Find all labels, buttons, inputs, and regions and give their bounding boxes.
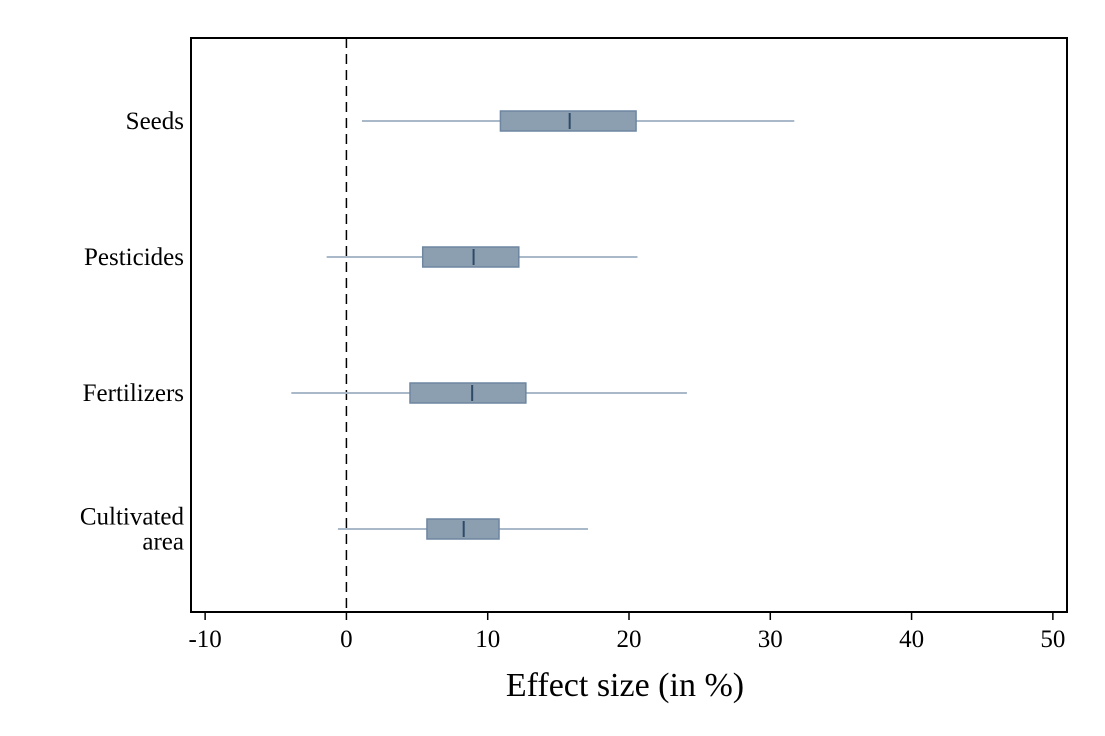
y-category-label-line: Cultivated (80, 504, 185, 531)
y-axis-labels: Seeds Pesticides Fertilizers Cultivated area (80, 108, 185, 556)
y-category-label: Pesticides (84, 244, 184, 271)
x-tick-label: 20 (617, 626, 642, 653)
chart-marks (291, 38, 795, 612)
y-category-label: Seeds (126, 108, 184, 135)
box-plot-row (337, 518, 589, 540)
x-tick-label: 50 (1040, 626, 1065, 653)
y-category-label-line: Fertilizers (83, 380, 184, 407)
x-tick-label: 40 (899, 626, 924, 653)
x-tick-label: 0 (340, 626, 353, 653)
x-tick-label: -10 (188, 626, 221, 653)
iqr-box (499, 110, 637, 132)
iqr-box (409, 382, 527, 404)
box-plot-row (291, 382, 687, 404)
y-category-label-line: Seeds (126, 108, 184, 135)
x-tick-label: 10 (475, 626, 500, 653)
x-tick-label: 30 (758, 626, 783, 653)
y-category-label: Cultivated area (80, 504, 185, 556)
y-category-label: Fertilizers (83, 380, 184, 407)
x-axis-ticks: -10 0 10 20 30 40 50 (188, 612, 1065, 653)
box-plot-row (361, 110, 795, 132)
x-axis-title: Effect size (in %) (506, 667, 744, 704)
box-plot-row (326, 246, 638, 268)
y-category-label-line: area (142, 529, 184, 556)
y-category-label-line: Pesticides (84, 244, 184, 271)
iqr-box (421, 246, 520, 268)
